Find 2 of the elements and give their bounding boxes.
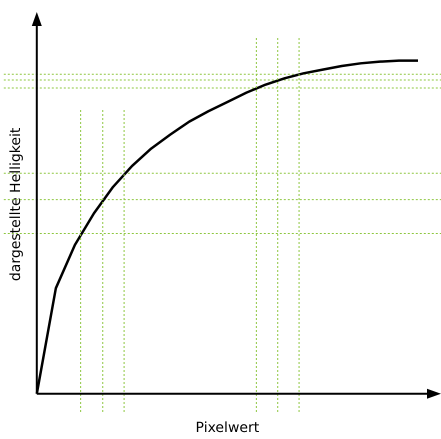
x-axis-title: Pixelwert <box>196 420 260 436</box>
y-axis-title: dargestellte Helligkeit <box>8 127 24 282</box>
